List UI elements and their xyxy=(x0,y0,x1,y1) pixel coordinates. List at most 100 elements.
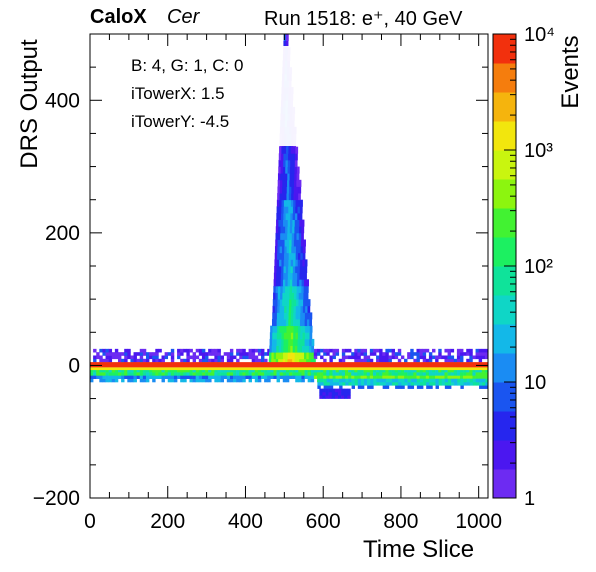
color-scale-step xyxy=(493,237,516,267)
heatmap-cell xyxy=(285,266,289,274)
heatmap-cell xyxy=(475,368,479,373)
heatmap-cell xyxy=(264,378,268,383)
heatmap-cell xyxy=(296,166,300,174)
heatmap-cell xyxy=(295,372,299,376)
heatmap-cell xyxy=(309,319,313,327)
heatmap-cell xyxy=(291,305,294,313)
heatmap-cell xyxy=(388,348,392,353)
heatmap-cell xyxy=(460,385,464,389)
heatmap-cell xyxy=(285,219,289,227)
heatmap-cell xyxy=(133,352,137,356)
heatmap-cell xyxy=(275,279,279,287)
heatmap-cell xyxy=(161,372,165,376)
heatmap-cell xyxy=(289,372,293,376)
heatmap-cell xyxy=(254,378,259,383)
heatmap-cell xyxy=(229,358,234,363)
heatmap-cell xyxy=(319,391,323,396)
heatmap-cell xyxy=(416,348,420,353)
heatmap-cell xyxy=(481,355,486,360)
heatmap-cell xyxy=(354,355,358,360)
x-tick-label: 1000 xyxy=(455,510,502,533)
heatmap-cell xyxy=(407,355,411,360)
heatmap-cell xyxy=(357,352,361,356)
heatmap-cell xyxy=(254,348,259,353)
heatmap-cell xyxy=(298,305,301,313)
heatmap-cell xyxy=(301,352,305,360)
heatmap-cell xyxy=(466,358,470,363)
heatmap-cell xyxy=(323,382,328,386)
heatmap-cell xyxy=(136,352,141,356)
heatmap-cell xyxy=(284,292,288,300)
heatmap-cell xyxy=(360,375,364,379)
heatmap-cell xyxy=(334,395,339,399)
heatmap-cell xyxy=(164,368,169,373)
heatmap-cell xyxy=(280,352,284,360)
heatmap-cell xyxy=(337,391,342,396)
heatmap-cell xyxy=(170,352,175,356)
pedestal-band-edge xyxy=(90,367,488,371)
heatmap-cell xyxy=(357,378,362,383)
heatmap-cell xyxy=(283,159,286,167)
heatmap-cell xyxy=(310,375,315,379)
heatmap-cell xyxy=(257,348,262,353)
heatmap-cell xyxy=(273,292,276,300)
heatmap-cell xyxy=(278,219,282,227)
heatmap-cell xyxy=(303,292,307,300)
heatmap-cell xyxy=(300,246,304,254)
heatmap-cell xyxy=(419,352,424,356)
heatmap-cell xyxy=(257,378,262,383)
heatmap-cell xyxy=(280,232,283,240)
heatmap-cell xyxy=(214,352,218,356)
heatmap-cell xyxy=(285,368,290,373)
heatmap-cell xyxy=(398,382,402,386)
heatmap-cell xyxy=(347,388,351,393)
heatmap-cell xyxy=(444,355,448,360)
heatmap-cell xyxy=(226,355,231,360)
heatmap-cell xyxy=(158,358,162,363)
heatmap-cell xyxy=(466,368,470,373)
heatmap-cell xyxy=(478,368,483,373)
heatmap-cell xyxy=(469,358,473,363)
heatmap-cell xyxy=(114,372,119,376)
heatmap-cell xyxy=(279,325,283,333)
heatmap-cells xyxy=(90,34,488,399)
heatmap-cell xyxy=(323,358,327,363)
z-tick-label: 10 xyxy=(524,372,546,394)
x-tick-label: 800 xyxy=(383,510,418,533)
heatmap-cell xyxy=(290,199,294,207)
heatmap-cell xyxy=(370,378,374,383)
heatmap-cell xyxy=(410,378,415,383)
heatmap-cell xyxy=(288,259,292,267)
heatmap-cell xyxy=(419,368,424,373)
heatmap-cell xyxy=(360,385,365,389)
heatmap-cell xyxy=(291,232,295,240)
heatmap-cell xyxy=(158,368,162,373)
heatmap-cell xyxy=(363,375,368,379)
heatmap-cell xyxy=(354,375,358,379)
heatmap-cell xyxy=(287,285,291,293)
heatmap-cell xyxy=(429,385,433,389)
heatmap-cell xyxy=(93,368,97,373)
heatmap-cell xyxy=(281,325,285,333)
heatmap-cell xyxy=(372,348,377,353)
heatmap-cell xyxy=(302,319,306,327)
heatmap-cell xyxy=(407,375,411,379)
heatmap-cell xyxy=(425,368,430,373)
heatmap-cell xyxy=(298,325,301,333)
heatmap-cell xyxy=(376,348,380,353)
heatmap-cell xyxy=(274,325,278,333)
heatmap-cell xyxy=(360,372,364,376)
heatmap-cell xyxy=(180,372,184,376)
heatmap-cell xyxy=(297,266,301,274)
heatmap-cell xyxy=(270,368,274,373)
heatmap-cell xyxy=(484,352,488,356)
heatmap-cell xyxy=(276,212,280,220)
heatmap-cell xyxy=(282,368,287,373)
heatmap-cell xyxy=(111,352,116,356)
heatmap-cell xyxy=(432,378,436,383)
heatmap-cell xyxy=(317,378,321,383)
heatmap-cell xyxy=(329,378,334,383)
heatmap-cell xyxy=(278,206,282,214)
heatmap-cell xyxy=(382,372,386,376)
heatmap-cell xyxy=(208,378,212,383)
